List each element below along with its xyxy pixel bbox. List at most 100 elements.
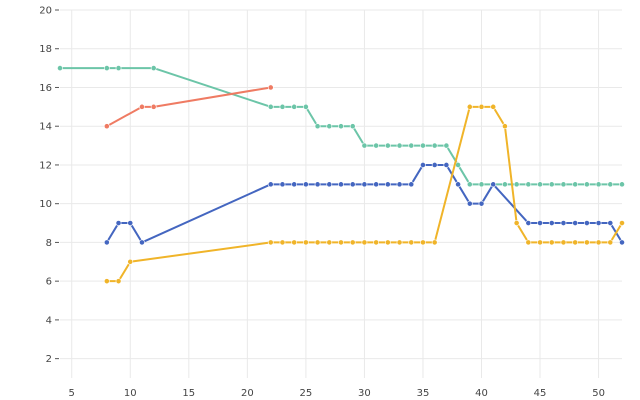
series-4-point [466,103,473,110]
y-tick-label: 16 [39,83,52,94]
series-4 [103,103,625,285]
series-1-point [338,123,344,130]
series-4-point [349,239,356,246]
series-3-point [490,181,497,188]
series-3 [103,162,625,246]
y-tick-label: 2 [46,354,52,365]
x-tick-label: 25 [300,388,313,399]
x-tick-label: 20 [241,388,254,399]
series-3-point [396,181,403,188]
series-3-point [139,239,145,246]
series-3-point [619,239,625,246]
series-4-point [279,239,286,246]
series-4-point [595,239,602,246]
series-3-point [267,181,274,188]
series-3-point [455,181,461,188]
series-4-point [583,239,590,246]
series-1-point [314,123,321,130]
series-2-point [267,84,274,91]
series-3-point [595,220,602,226]
x-tick-label: 5 [69,388,75,399]
series-1-point [302,103,309,110]
series-4-point [291,239,298,246]
y-tick-label: 6 [46,277,52,288]
series-1-point [420,142,426,149]
series-1-point [431,142,438,149]
series-1-point [279,103,286,110]
y-tick-label: 10 [39,199,52,210]
series-3-point [572,220,579,226]
series-4-point [408,239,415,246]
series-4-point [361,239,368,246]
series-1-point [115,65,122,72]
series-4-point [537,239,543,246]
series-4-point [115,278,122,285]
series-1-point [455,162,461,168]
series-3-point [408,181,415,188]
x-tick-label: 40 [475,388,488,399]
series-4-point [431,239,438,246]
series-3-point [302,181,309,188]
series-1-point [525,181,532,188]
series-1-point [595,181,602,188]
y-tick-label: 8 [46,238,52,249]
series-1-point [513,181,520,188]
series-1-point [267,103,274,110]
series-3-point [525,220,532,226]
series-3-point [361,181,368,188]
series-2-point [150,103,157,110]
series-4-point [420,239,426,246]
x-tick-label: 30 [358,388,371,399]
y-tick-label: 4 [46,315,52,326]
series-3-point [478,200,485,207]
series-3-point [583,220,590,226]
series-3-point [338,181,344,188]
series-4-point [502,123,508,130]
series-1-point [537,181,543,188]
series-1-point [373,142,380,149]
series-3-point [443,162,450,168]
series-4-point [314,239,321,246]
series-3-point [466,200,473,207]
series-3-point [420,162,426,168]
x-tick-label: 50 [592,388,605,399]
series-4-point [267,239,274,246]
series-4-point [326,239,333,246]
series-group [57,65,625,285]
series-4-point [572,239,579,246]
y-tick-label: 12 [39,160,52,171]
series-1-point [607,181,614,188]
series-1-point [396,142,403,149]
series-2-point [103,123,110,130]
series-1-point [572,181,579,188]
series-3-point [279,181,286,188]
series-1-point [548,181,555,188]
series-4-point [302,239,309,246]
series-1-point [443,142,450,149]
series-4-point [513,220,520,226]
series-1-point [560,181,567,188]
series-3-point [127,220,134,226]
series-3-point [431,162,438,168]
series-3-point [326,181,333,188]
series-3-point [373,181,380,188]
series-1 [57,65,625,188]
series-3-point [548,220,555,226]
series-2-point [139,103,145,110]
series-3-point [291,181,298,188]
series-2-line [105,86,272,128]
series-1-point [502,181,508,188]
series-1-point [619,181,625,188]
y-tick-label: 20 [39,6,52,17]
series-3-point [607,220,614,226]
series-4-point [548,239,555,246]
y-tick-label: 18 [39,44,52,55]
series-4-point [384,239,391,246]
series-1-point [349,123,356,130]
series-1-point [57,65,63,72]
series-1-point [103,65,110,72]
series-1-point [291,103,298,110]
x-tick-label: 15 [182,388,195,399]
